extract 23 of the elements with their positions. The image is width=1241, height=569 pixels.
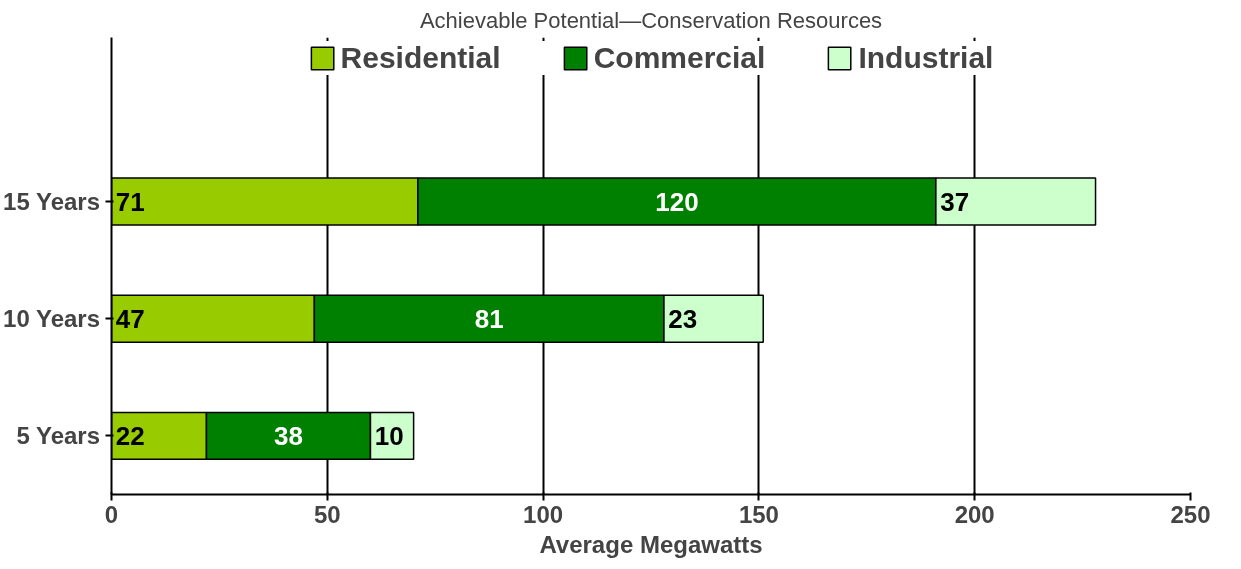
x-tick-label: 0 (104, 500, 119, 528)
x-tick-label: 150 (738, 500, 779, 528)
legend-label: Residential (340, 41, 501, 75)
y-tick-label: 10 Years (3, 305, 101, 333)
data-label: 120 (655, 186, 699, 217)
chart-title: Achievable Potential—Conservation Resources (419, 7, 883, 33)
data-label: 37 (940, 186, 970, 217)
data-label: 71 (115, 186, 145, 217)
data-label: 47 (115, 303, 145, 334)
legend-label: Industrial (858, 41, 994, 75)
data-label: 22 (115, 420, 145, 451)
x-tick-label: 100 (523, 500, 564, 528)
x-tick-label: 200 (954, 500, 995, 528)
data-label: 81 (474, 303, 504, 334)
y-tick-label: 5 Years (16, 422, 101, 450)
data-label: 10 (374, 420, 404, 451)
x-tick-label: 250 (1170, 500, 1211, 528)
data-label: 23 (668, 303, 698, 334)
legend-label: Commercial (593, 41, 766, 75)
data-label: 38 (274, 420, 303, 451)
y-tick-label: 15 Years (3, 188, 101, 216)
x-tick-label: 50 (313, 500, 341, 528)
x-axis-title: Average Megawatts (539, 530, 763, 558)
